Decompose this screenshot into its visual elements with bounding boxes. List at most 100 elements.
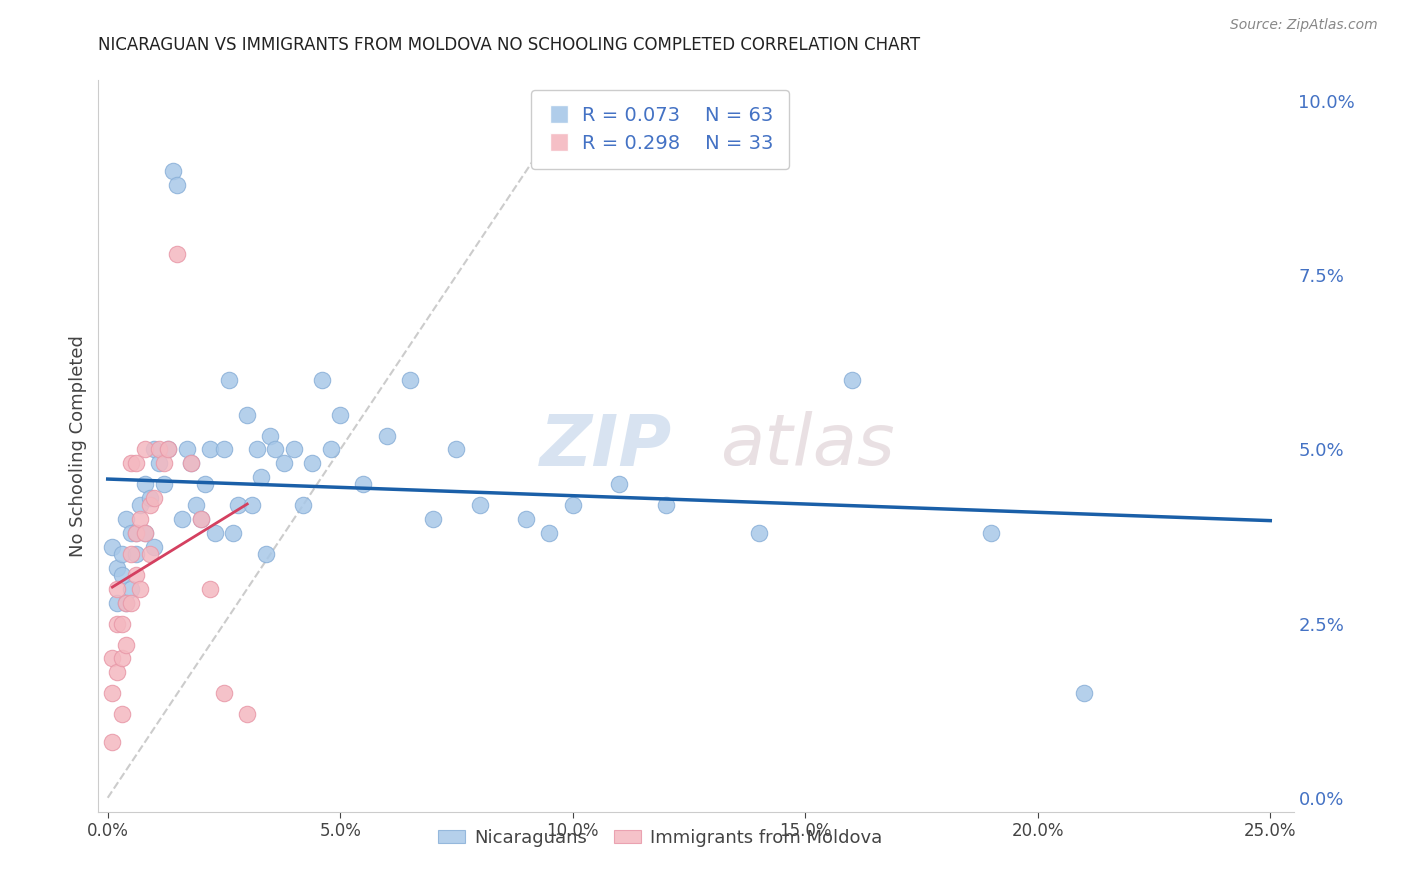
Point	[841, 373, 863, 387]
Point	[1073, 686, 1095, 700]
Point	[152, 477, 174, 491]
Point	[166, 247, 188, 261]
Point	[120, 596, 142, 610]
Point	[115, 512, 138, 526]
Point	[124, 567, 146, 582]
Point	[222, 526, 245, 541]
Point	[446, 442, 468, 457]
Point	[319, 442, 342, 457]
Point	[138, 498, 160, 512]
Point	[212, 686, 235, 700]
Point	[111, 616, 134, 631]
Point	[105, 596, 128, 610]
Point	[148, 442, 170, 457]
Point	[180, 457, 202, 471]
Point	[198, 582, 221, 596]
Point	[148, 457, 170, 471]
Text: NICARAGUAN VS IMMIGRANTS FROM MOLDOVA NO SCHOOLING COMPLETED CORRELATION CHART: NICARAGUAN VS IMMIGRANTS FROM MOLDOVA NO…	[98, 36, 921, 54]
Point	[120, 457, 142, 471]
Point	[273, 457, 295, 471]
Point	[105, 582, 128, 596]
Point	[292, 498, 315, 512]
Point	[143, 491, 166, 506]
Point	[236, 707, 259, 722]
Point	[190, 512, 212, 526]
Point	[101, 651, 124, 665]
Point	[399, 373, 422, 387]
Point	[115, 638, 138, 652]
Point	[120, 582, 142, 596]
Point	[111, 651, 134, 665]
Point	[422, 512, 444, 526]
Point	[226, 498, 249, 512]
Point	[748, 526, 770, 541]
Point	[124, 526, 146, 541]
Point	[134, 442, 156, 457]
Point	[138, 491, 160, 506]
Point	[190, 512, 212, 526]
Point	[101, 686, 124, 700]
Point	[301, 457, 323, 471]
Point	[236, 408, 259, 422]
Point	[194, 477, 217, 491]
Point	[311, 373, 333, 387]
Legend: Nicaraguans, Immigrants from Moldova: Nicaraguans, Immigrants from Moldova	[430, 822, 890, 854]
Y-axis label: No Schooling Completed: No Schooling Completed	[69, 335, 87, 557]
Point	[157, 442, 180, 457]
Point	[240, 498, 263, 512]
Point	[980, 526, 1002, 541]
Point	[143, 442, 166, 457]
Point	[250, 470, 273, 484]
Point	[111, 707, 134, 722]
Point	[134, 477, 156, 491]
Point	[120, 526, 142, 541]
Point	[101, 540, 124, 554]
Point	[245, 442, 267, 457]
Point	[353, 477, 375, 491]
Point	[105, 561, 128, 575]
Text: atlas: atlas	[720, 411, 894, 481]
Point	[134, 526, 156, 541]
Point	[468, 498, 491, 512]
Point	[162, 164, 184, 178]
Text: Source: ZipAtlas.com: Source: ZipAtlas.com	[1230, 18, 1378, 32]
Point	[152, 457, 174, 471]
Point	[254, 547, 277, 561]
Point	[198, 442, 221, 457]
Point	[375, 428, 398, 442]
Point	[259, 428, 281, 442]
Point	[124, 547, 146, 561]
Point	[115, 596, 138, 610]
Point	[607, 477, 630, 491]
Text: ZIP: ZIP	[540, 411, 672, 481]
Point	[329, 408, 352, 422]
Point	[212, 442, 235, 457]
Point	[105, 616, 128, 631]
Point	[561, 498, 583, 512]
Point	[283, 442, 305, 457]
Point	[124, 526, 146, 541]
Point	[143, 540, 166, 554]
Point	[105, 665, 128, 680]
Point	[129, 582, 152, 596]
Point	[157, 442, 180, 457]
Point	[111, 567, 134, 582]
Point	[129, 512, 152, 526]
Point	[218, 373, 240, 387]
Point	[120, 547, 142, 561]
Point	[166, 178, 188, 192]
Point	[655, 498, 678, 512]
Point	[124, 457, 146, 471]
Point	[138, 547, 160, 561]
Point	[111, 547, 134, 561]
Point	[115, 596, 138, 610]
Point	[515, 512, 537, 526]
Point	[176, 442, 198, 457]
Point	[204, 526, 226, 541]
Point	[172, 512, 194, 526]
Point	[184, 498, 207, 512]
Point	[538, 526, 561, 541]
Point	[129, 498, 152, 512]
Point	[101, 735, 124, 749]
Point	[134, 526, 156, 541]
